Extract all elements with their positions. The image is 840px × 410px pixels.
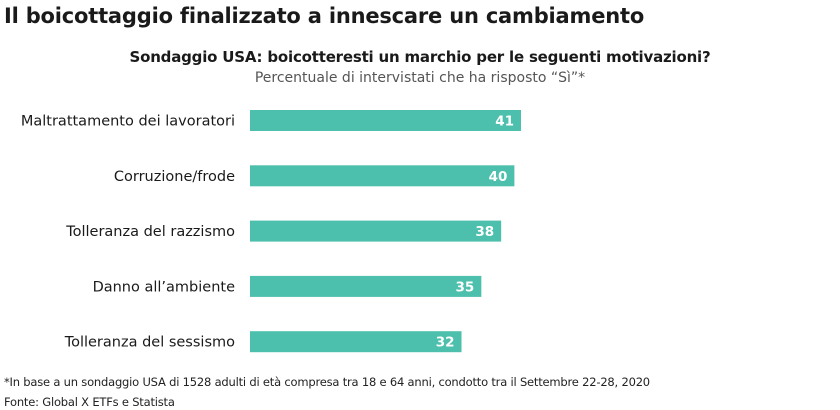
bar xyxy=(250,331,462,353)
category-label: Tolleranza del sessismo xyxy=(64,335,235,351)
source-note: Fonte: Global X ETFs e Statista xyxy=(4,395,175,409)
category-label: Maltrattamento dei lavoratori xyxy=(21,114,235,130)
value-label: 32 xyxy=(436,335,455,351)
chart-headline: Il boicottaggio finalizzato a innescare … xyxy=(4,4,645,28)
chart-title: Sondaggio USA: boicotteresti un marchio … xyxy=(129,48,711,66)
bar xyxy=(250,110,521,131)
bar-chart: Maltrattamento dei lavoratori 41 Corruzion… xyxy=(21,110,521,353)
value-label: 41 xyxy=(495,114,514,130)
value-label: 35 xyxy=(456,279,475,295)
bar xyxy=(250,220,502,242)
category-label: Corruzione/frode xyxy=(114,169,235,185)
value-label: 38 xyxy=(475,224,494,240)
category-label: Tolleranza del razzismo xyxy=(65,224,235,240)
bar xyxy=(250,275,482,297)
category-label: Danno all’ambiente xyxy=(93,279,236,295)
bar xyxy=(250,165,515,187)
chart-subtitle: Percentuale di intervistati che ha rispo… xyxy=(254,70,586,86)
footnote: *In base a un sondaggio USA di 1528 adul… xyxy=(4,375,650,389)
value-label: 40 xyxy=(489,169,508,185)
